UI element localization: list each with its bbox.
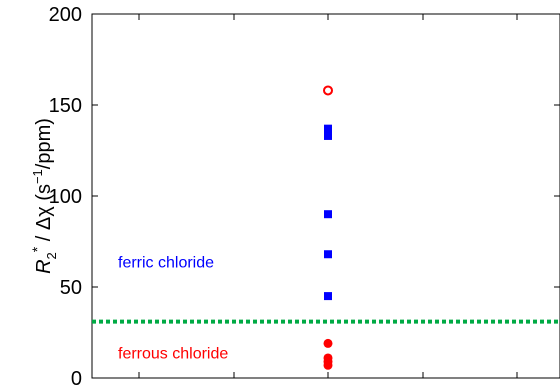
- data-point-square: [324, 210, 332, 219]
- plot-frame: [91, 13, 560, 379]
- data-point-filled-circle: [323, 360, 333, 370]
- y-label-superscript: *: [29, 246, 45, 252]
- data-point-open-circle: [323, 85, 333, 96]
- labels: ferric chloride ferrous chloride R2* / Δχ …: [29, 118, 228, 362]
- axes: 0 50 100 150 200: [49, 4, 560, 385]
- annotation-label: ferrous chloride: [118, 346, 228, 363]
- y-tick-label: 0: [71, 368, 82, 385]
- marks: [323, 85, 333, 370]
- data-point-filled-circle: [323, 338, 333, 348]
- y-label-r: R: [33, 259, 55, 273]
- data-point-square: [324, 250, 332, 259]
- data-point-square: [324, 292, 332, 301]
- y-label-unit: /ppm): [33, 118, 55, 169]
- data-point-square: [324, 124, 332, 133]
- y-label-subscript: 2: [44, 252, 59, 259]
- y-tick-label: 150: [49, 95, 82, 117]
- y-tick-label: 50: [60, 277, 82, 299]
- y-label-unit-superscript: −1: [30, 169, 45, 184]
- y-axis-label: R2* / Δχ (s−1/ppm): [29, 118, 59, 274]
- y-tick-label: 200: [49, 4, 82, 26]
- annotation-label: ferric chloride: [118, 255, 214, 272]
- y-tick-label: 100: [49, 186, 82, 208]
- y-label-middle: / Δχ (s: [33, 184, 55, 247]
